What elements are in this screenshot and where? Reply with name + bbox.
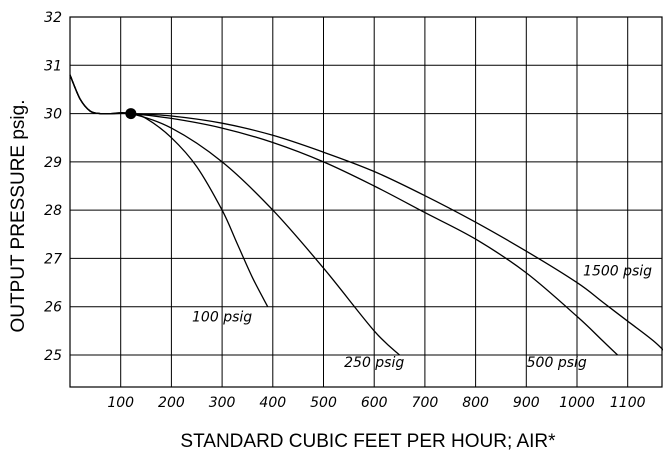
x-tick-label: 900 — [513, 395, 540, 411]
curve-1500-psig — [69, 74, 663, 351]
x-tick-label: 300 — [209, 395, 236, 411]
x-tick-labels: 100 200 300 400 500 600 700 800 900 1000 1100 — [107, 395, 645, 411]
x-tick-label: 600 — [361, 395, 388, 411]
series-label-100-psig: 100 psig — [192, 309, 252, 325]
y-tick-labels: 25 26 27 28 29 30 31 32 — [44, 10, 62, 364]
y-tick-label: 32 — [44, 10, 62, 26]
y-tick-label: 26 — [44, 300, 62, 316]
x-tick-label: 100 — [107, 395, 134, 411]
y-tick-label: 25 — [44, 348, 62, 364]
y-axis-label: OUTPUT PRESSURE psig. — [8, 100, 29, 333]
series-label-1500-psig: 1500 psig — [583, 264, 652, 280]
y-tick-label: 29 — [44, 155, 62, 171]
x-axis-label: STANDARD CUBIC FEET PER HOUR; AIR* — [180, 431, 556, 452]
series-labels: 100 psig 250 psig 500 psig 1500 psig — [192, 264, 652, 372]
curve-100-psig — [69, 74, 269, 308]
x-tick-label: 1100 — [610, 395, 646, 411]
x-tick-label: 200 — [158, 395, 185, 411]
series-label-250-psig: 250 psig — [344, 355, 404, 371]
set-point-marker — [125, 108, 137, 120]
curve-500-psig — [69, 74, 619, 356]
y-tick-label: 27 — [44, 251, 62, 267]
curves — [69, 74, 663, 356]
y-tick-label: 31 — [44, 58, 62, 74]
y-tick-label: 30 — [44, 107, 62, 123]
grid — [70, 16, 662, 387]
x-tick-label: 700 — [412, 395, 439, 411]
series-label-500-psig: 500 psig — [527, 355, 587, 371]
x-tick-label: 500 — [310, 395, 337, 411]
plot-frame — [69, 16, 663, 388]
y-tick-label: 28 — [44, 203, 62, 219]
x-tick-label: 400 — [259, 395, 286, 411]
x-tick-label: 800 — [462, 395, 489, 411]
x-tick-label: 1000 — [559, 395, 595, 411]
